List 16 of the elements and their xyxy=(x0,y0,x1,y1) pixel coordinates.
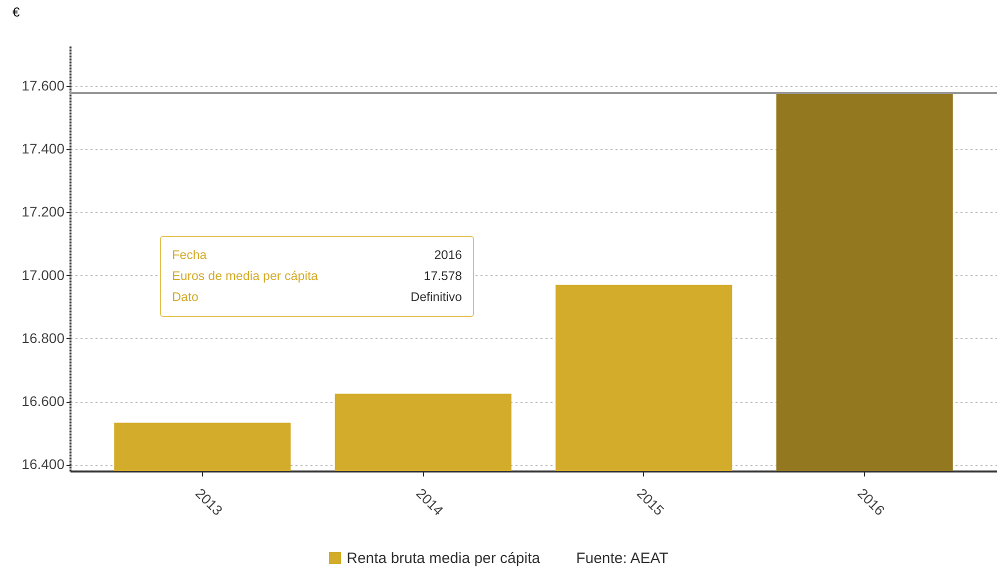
source-note: Fuente: AEAT xyxy=(576,550,668,567)
annotation: Definitivo xyxy=(410,289,462,306)
annotation: 2016 xyxy=(434,247,462,264)
y-tick-label: 17.000 xyxy=(22,266,65,283)
annotation: Euros de media per cápita xyxy=(172,268,318,285)
y-tick-label: 17.400 xyxy=(22,140,65,157)
y-tick-label: 17.200 xyxy=(22,204,65,220)
annotation: 17.578 xyxy=(424,268,462,285)
annotation: Dato xyxy=(172,289,198,306)
y-tick-label: 16.800 xyxy=(22,330,65,346)
y-axis-title: € xyxy=(12,4,20,20)
y-tick-label: 16.600 xyxy=(22,393,65,410)
y-tick-label: 16.400 xyxy=(22,456,65,472)
y-tick-label: 17.600 xyxy=(22,78,65,94)
annotation: Fecha xyxy=(172,247,207,264)
legend-label: Renta bruta media per cápita xyxy=(346,550,540,567)
